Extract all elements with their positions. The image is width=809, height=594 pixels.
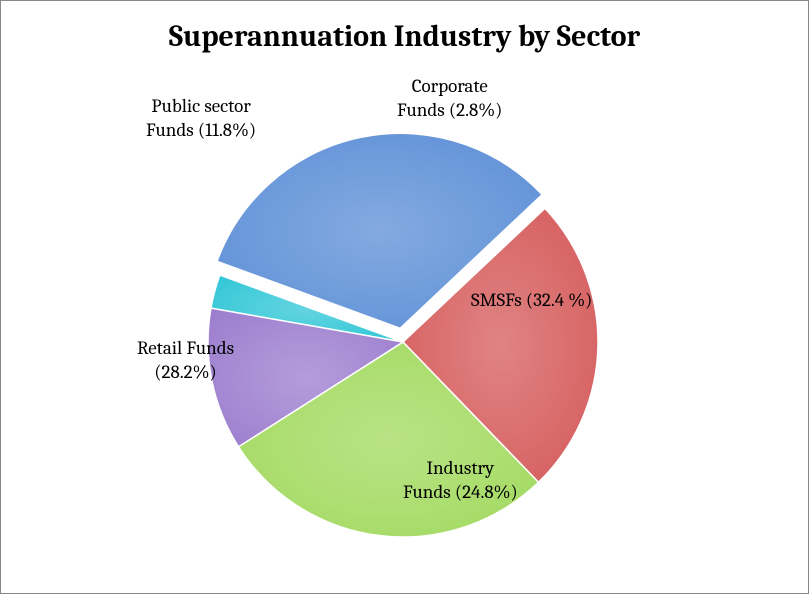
slice-label-corporate-funds: Corporate Funds (2.8%) — [397, 75, 502, 123]
slice-label-public-sector-funds: Public sector Funds (11.8%) — [146, 95, 256, 143]
chart-title: Superannuation Industry by Sector — [1, 19, 808, 54]
slice-label-retail-funds: Retail Funds (28.2%) — [137, 337, 234, 385]
slice-label-smsfs: SMSFs (32.4 %) — [471, 289, 592, 313]
slice-label-industry-funds: Industry Funds (24.8%) — [403, 457, 518, 505]
chart-frame: Superannuation Industry by Sector Corpor… — [0, 0, 809, 594]
